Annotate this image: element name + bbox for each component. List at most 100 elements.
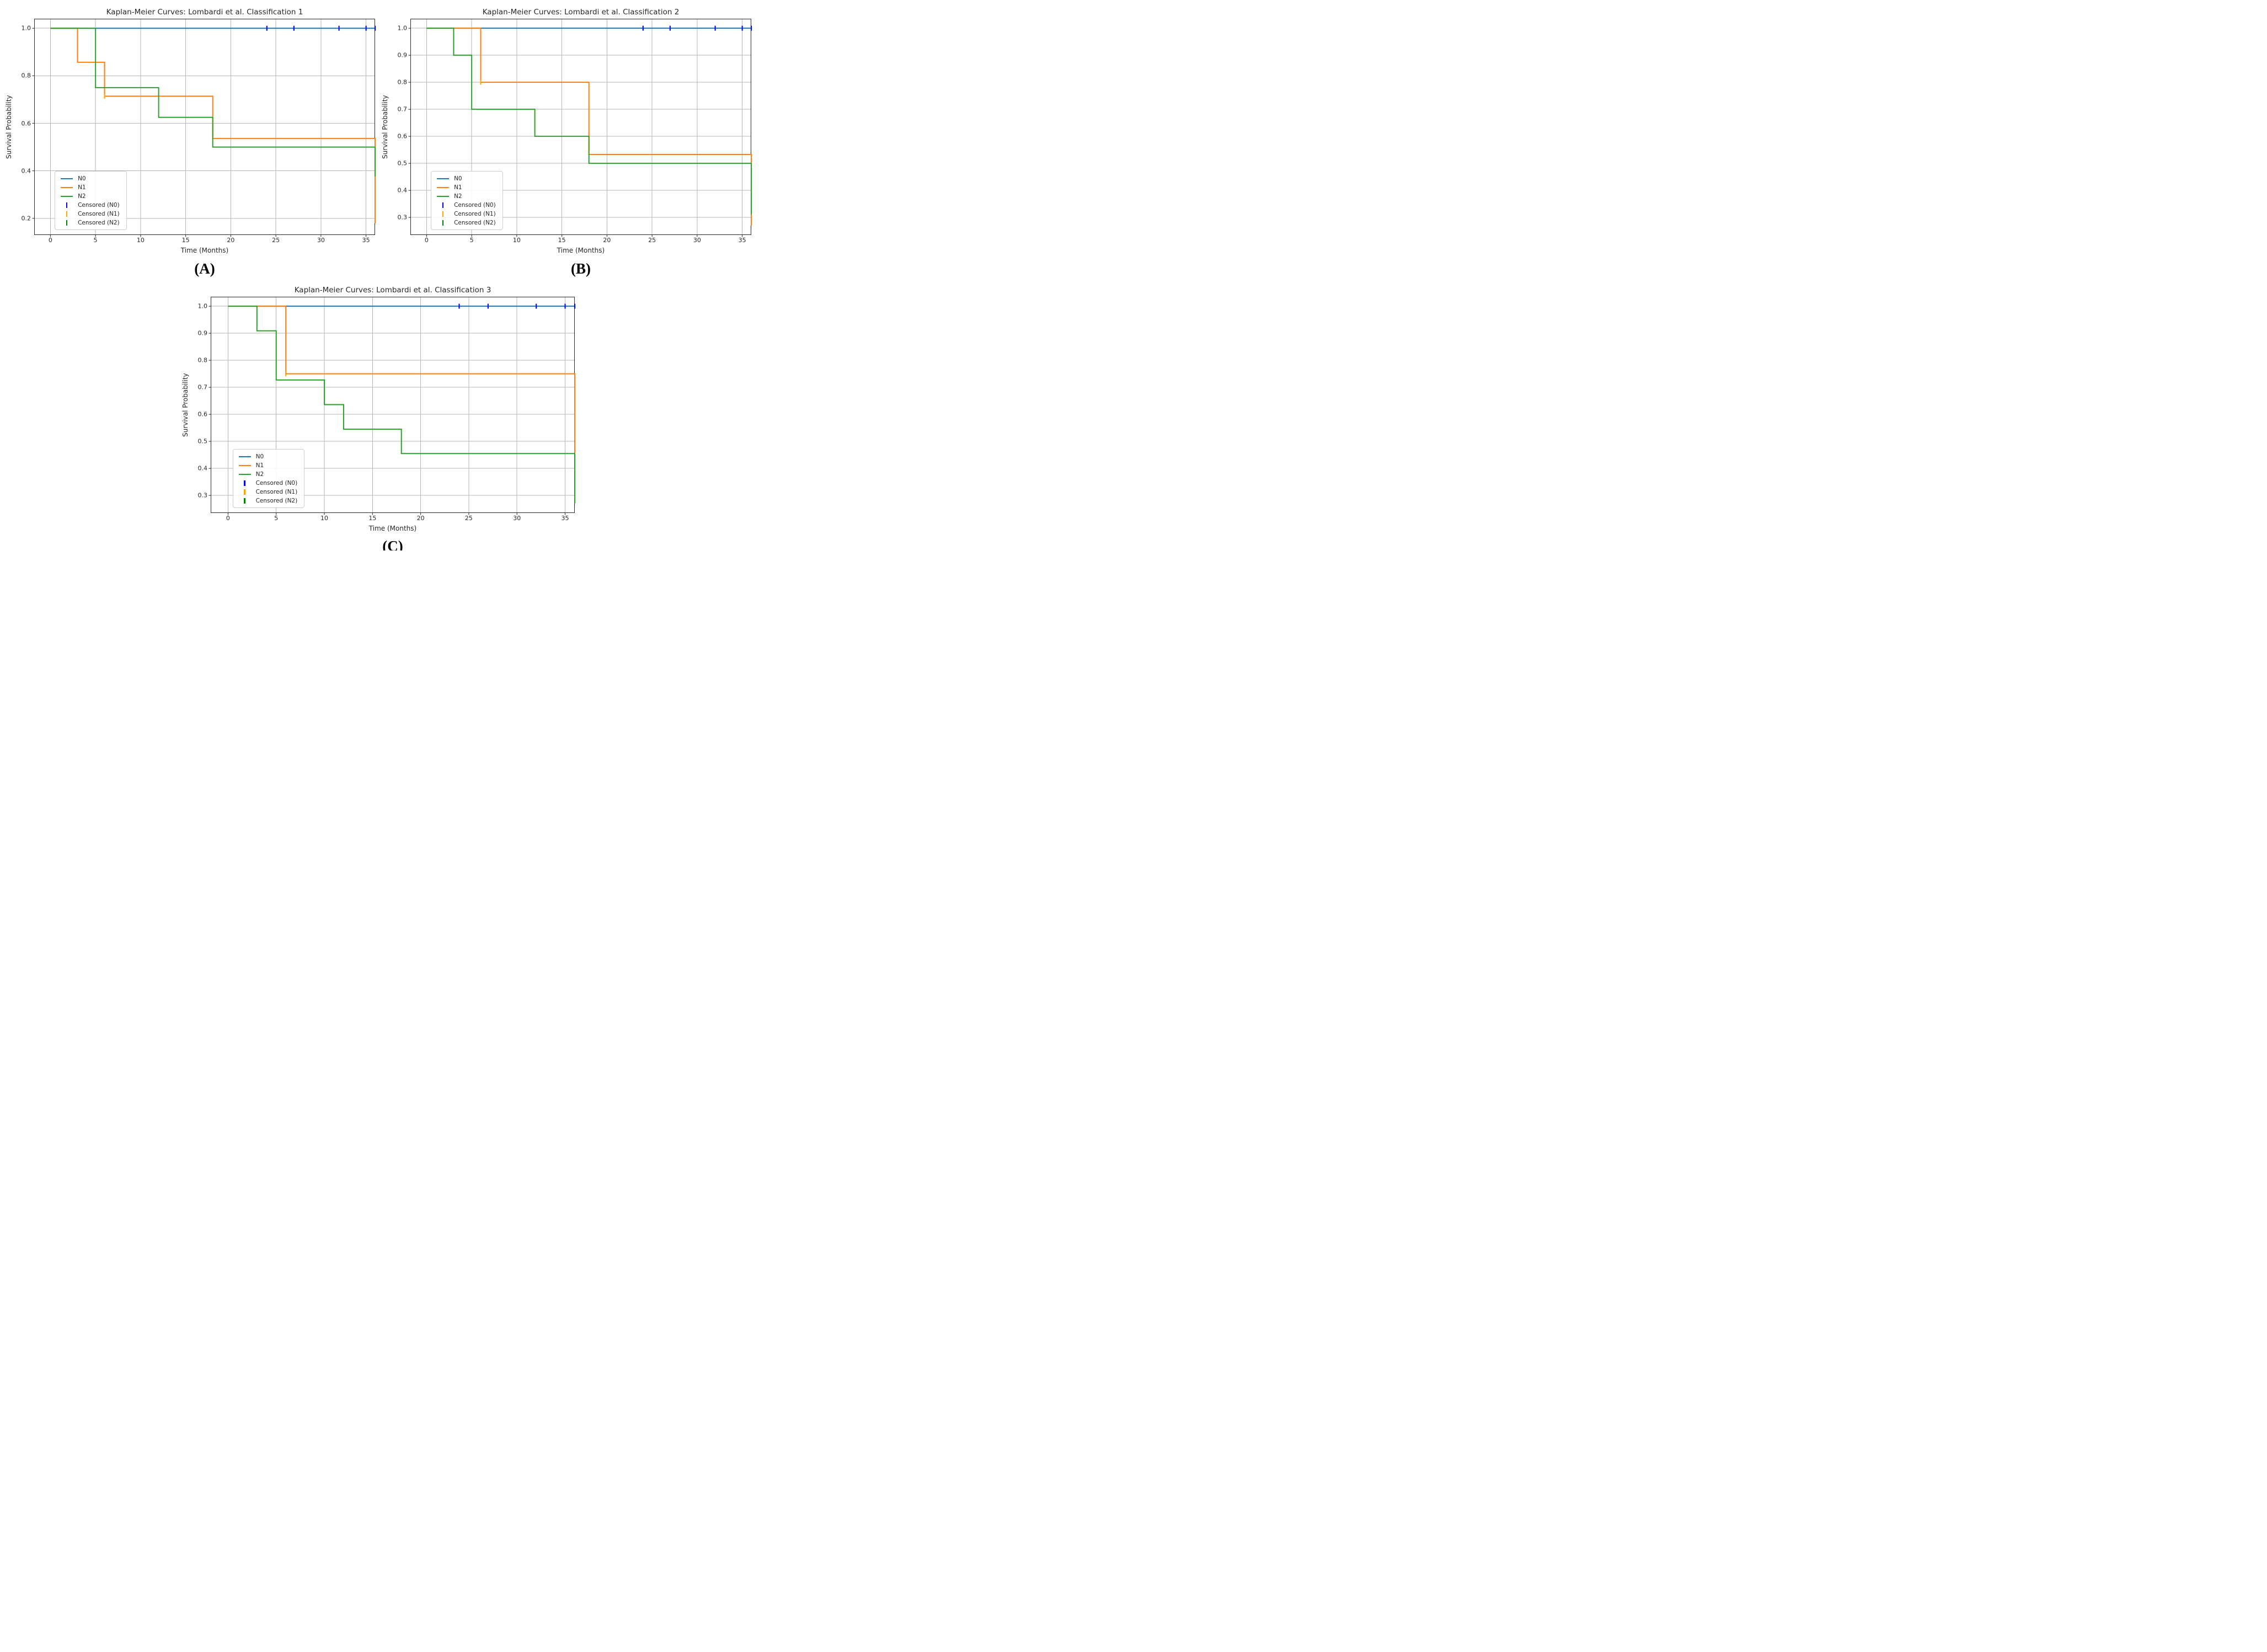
survival-plot-svg [408, 18, 752, 237]
legend-censor-tick-swatch [238, 498, 252, 504]
caption-row: (A) (B) [0, 256, 756, 281]
y-tick-label: 0.7 [197, 383, 208, 391]
legend-censor-tick-swatch [436, 211, 450, 217]
y-tick-label: 0.8 [397, 78, 408, 86]
y-tick-label: 1.0 [197, 302, 208, 310]
chart-title: Kaplan-Meier Curves: Lombardi et al. Cla… [482, 8, 680, 17]
x-tick-label: 5 [469, 237, 474, 244]
legend-label: Censored (N2) [255, 497, 298, 504]
x-tick-label: 30 [317, 237, 325, 244]
legend-item: Censored (N1) [436, 211, 496, 217]
legend-item: N1 [60, 184, 120, 190]
x-tick-label: 0 [226, 515, 230, 522]
km-panel-b: Kaplan-Meier Curves: Lombardi et al. Cla… [381, 3, 752, 256]
x-tick-label: 35 [738, 237, 746, 244]
legend: N0 N1 N2 Censored (N0) Censored (N1) Censored… [431, 171, 503, 231]
x-tick-label: 0 [48, 237, 52, 244]
legend-swatch-color [442, 220, 444, 226]
y-tick-label: 1.0 [21, 24, 31, 32]
legend-item: Censored (N2) [238, 497, 298, 504]
legend-item: N1 [436, 184, 496, 190]
legend-line-swatch [436, 175, 450, 181]
legend-censor-tick-swatch [60, 220, 73, 226]
y-axis-label: Survival Probability [181, 373, 189, 437]
legend-item: Censored (N1) [238, 488, 298, 495]
x-tick-label: 35 [561, 515, 569, 522]
legend-swatch-color [437, 186, 450, 189]
legend-swatch-color [244, 489, 245, 495]
legend-swatch-color [238, 456, 251, 458]
x-tick-labels: 0 5 10 15 20 25 30 35 [34, 235, 375, 244]
x-axis-label: Time (Months) [180, 246, 229, 254]
legend-swatch-color [437, 178, 450, 180]
axes-border [34, 18, 376, 236]
legend-swatch-color [66, 202, 68, 208]
legend-swatch-color [244, 480, 245, 486]
y-tick-label: 0.7 [397, 105, 408, 113]
legend-line-swatch [60, 184, 73, 190]
legend-swatch-color [238, 464, 251, 467]
legend-line-swatch [238, 462, 252, 468]
legend-line-swatch [238, 453, 252, 459]
legend-swatch-color [61, 186, 73, 189]
legend-item: N2 [238, 471, 298, 477]
legend-item: N1 [238, 462, 298, 468]
legend-label: N2 [454, 193, 462, 200]
y-tick-label: 0.5 [397, 159, 408, 167]
legend-line-swatch [436, 184, 450, 190]
legend-item: Censored (N0) [238, 479, 298, 486]
legend-item: N0 [238, 453, 298, 459]
legend-label: N1 [255, 462, 264, 469]
plot-area: N0 N1 N2 Censored (N0) Censored (N1) Censored… [208, 296, 576, 515]
legend-label: Censored (N0) [255, 479, 298, 486]
legend-label: N1 [78, 184, 86, 191]
x-tick-label: 30 [693, 237, 701, 244]
legend-censor-tick-swatch [60, 202, 73, 208]
x-tick-label: 10 [512, 237, 521, 244]
legend-censor-tick-swatch [238, 480, 252, 486]
legend-label: N2 [78, 193, 86, 200]
x-tick-label: 15 [558, 237, 566, 244]
legend-label: Censored (N1) [454, 210, 496, 217]
top-panel-row: Kaplan-Meier Curves: Lombardi et al. Cla… [0, 0, 756, 256]
x-tick-label: 5 [274, 515, 279, 522]
legend-swatch-color [238, 473, 251, 475]
legend-swatch-color [61, 178, 73, 180]
legend-swatch-color [66, 211, 68, 217]
legend-item: N2 [436, 193, 496, 199]
legend-label: N0 [255, 453, 264, 460]
y-tick-labels: 0.3 0.4 0.5 0.6 0.7 0.8 0.9 1.0 [389, 19, 410, 235]
x-tick-label: 20 [603, 237, 611, 244]
legend-swatch-color [442, 211, 444, 217]
y-tick-label: 0.5 [197, 437, 208, 445]
y-tick-label: 0.3 [197, 491, 208, 499]
x-tick-label: 25 [272, 237, 280, 244]
x-tick-label: 0 [424, 237, 429, 244]
legend-label: N1 [454, 184, 462, 191]
survival-plot-svg [208, 296, 576, 515]
y-tick-label: 0.2 [21, 215, 31, 222]
x-axis-label: Time (Months) [368, 524, 417, 532]
x-tick-label: 20 [416, 515, 425, 522]
legend-label: Censored (N1) [255, 488, 298, 495]
legend-label: Censored (N0) [78, 201, 120, 208]
legend-item: Censored (N2) [436, 220, 496, 226]
legend-censor-tick-swatch [436, 202, 450, 208]
y-tick-label: 0.6 [197, 410, 208, 418]
y-tick-label: 1.0 [397, 24, 408, 32]
y-tick-labels: 0.3 0.4 0.5 0.6 0.7 0.8 0.9 1.0 [190, 297, 211, 513]
y-tick-label: 0.9 [397, 51, 408, 59]
y-tick-label: 0.4 [197, 464, 208, 472]
x-tick-label: 15 [368, 515, 377, 522]
x-tick-label: 30 [513, 515, 521, 522]
legend-swatch-color [437, 195, 450, 197]
x-axis-label: Time (Months) [557, 246, 605, 254]
legend: N0 N1 N2 Censored (N0) Censored (N1) Censored… [232, 449, 305, 509]
figure: Kaplan-Meier Curves: Lombardi et al. Cla… [0, 0, 756, 550]
legend-swatch-color [61, 195, 73, 197]
y-tick-label: 0.6 [21, 120, 31, 127]
y-axis-label: Survival Probability [381, 95, 389, 159]
legend-label: Censored (N2) [78, 219, 120, 226]
y-tick-label: 0.8 [197, 356, 208, 364]
legend-swatch-color [442, 202, 444, 208]
